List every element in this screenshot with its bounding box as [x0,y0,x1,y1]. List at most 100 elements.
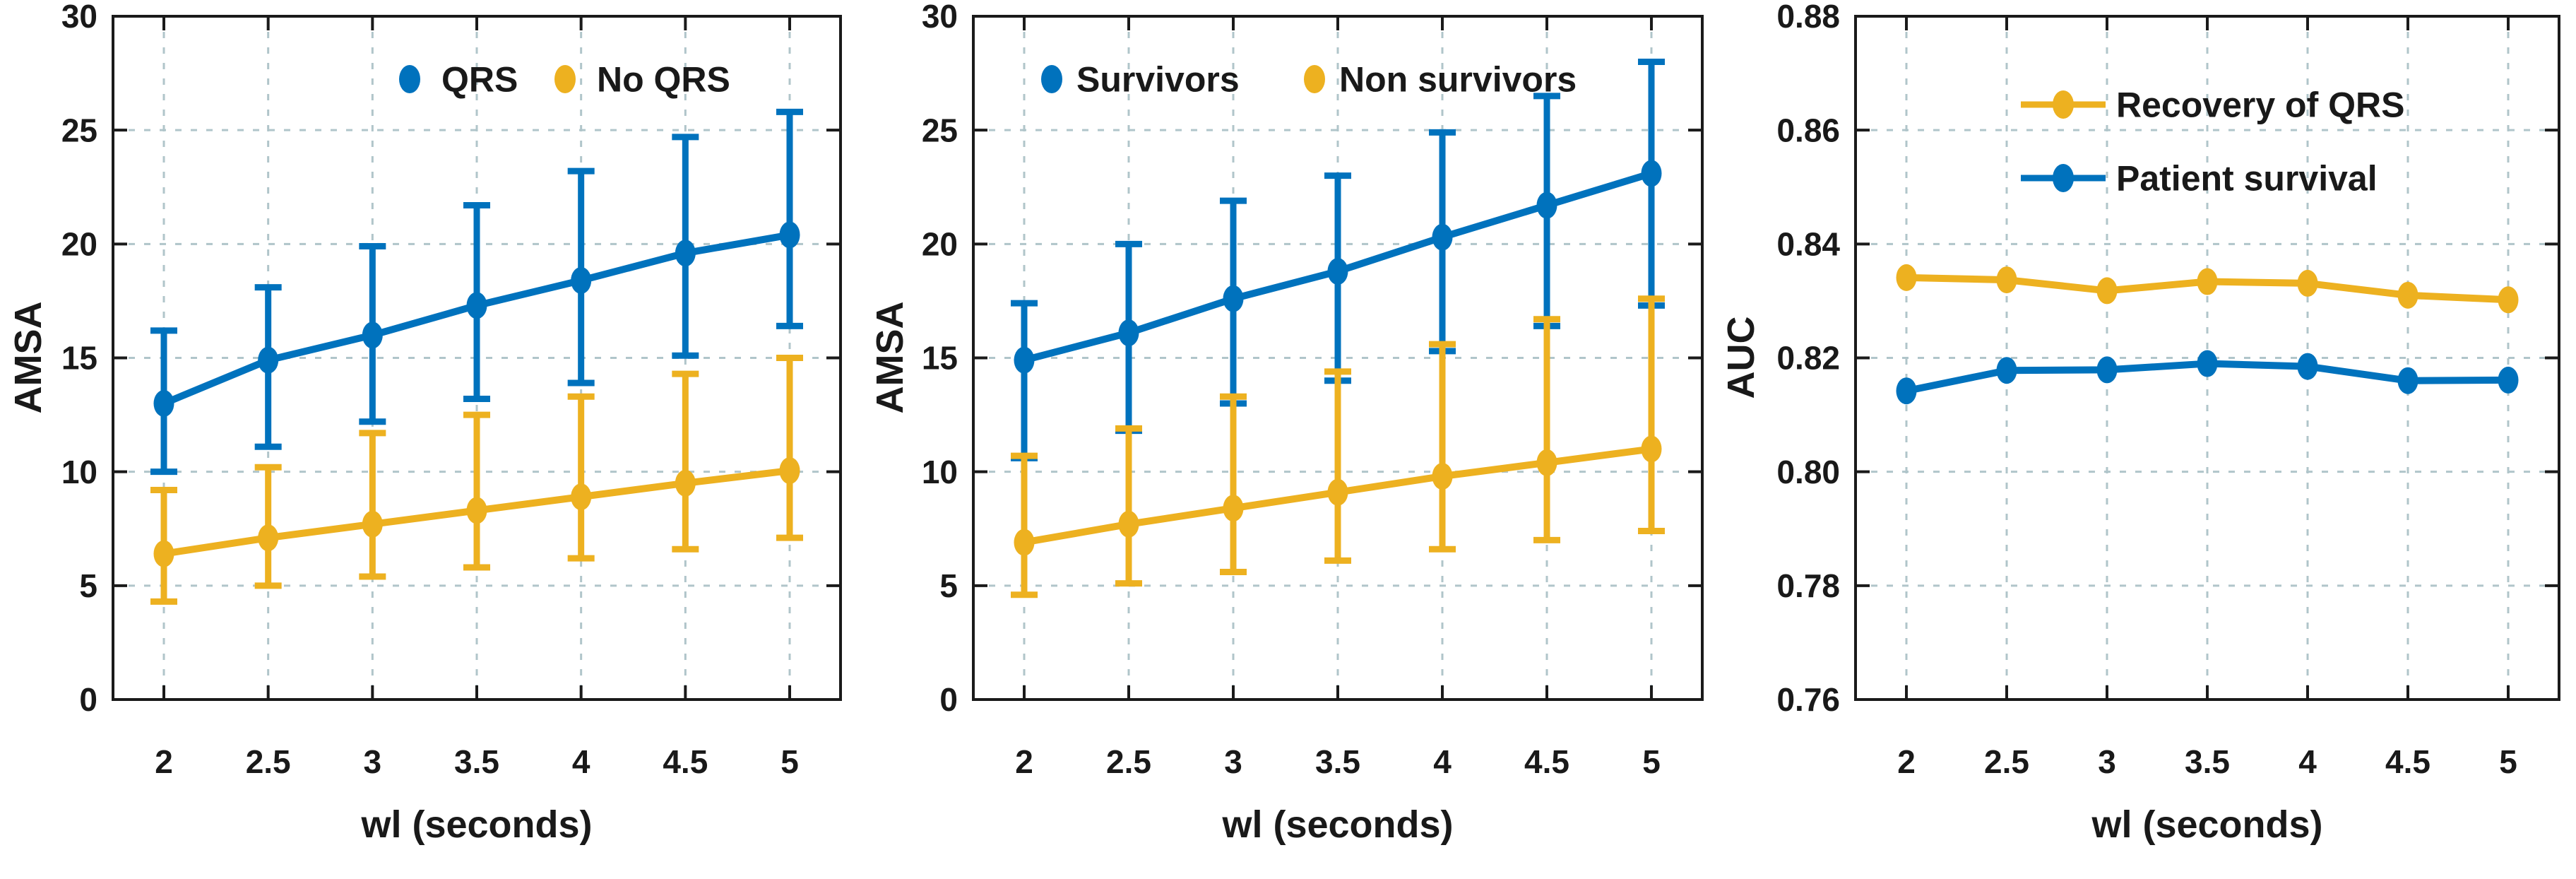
legend-marker-icon [2053,164,2074,192]
data-point-marker [1118,319,1139,347]
data-point-marker [571,266,592,294]
y-tick-label: 10 [922,454,958,490]
legend: Survivors Non survivors [1041,60,1577,100]
axis-labels: 2 2.5 3 3.5 4 4.5 5 0.76 0.78 0.80 0.82 0.84 0.86 0.8… [1721,0,2517,846]
y-tick-label: 0 [79,681,97,718]
y-axis-label: AMSA [7,302,49,414]
data-point-marker [1014,529,1035,556]
series-survivors [1011,58,1665,461]
x-tick-label: 3 [1224,743,1242,780]
data-point-marker [1327,258,1348,285]
legend-entry-label: Non survivors [1339,60,1577,100]
y-tick-label: 15 [922,340,958,377]
y-tick-label: 0 [939,681,958,718]
series-no-qrs [150,355,803,605]
data-point-marker [675,240,696,267]
y-axis-label: AUC [1721,317,1762,399]
data-point-marker [779,457,800,485]
data-point-marker [1641,435,1662,463]
x-tick-label: 4 [2298,743,2317,780]
data-point-marker [1896,377,1917,405]
x-tick-label: 2.5 [1106,743,1151,780]
axis-labels: 2 2.5 3 3.5 4 4.5 5 0 5 10 15 20 25 30 wl (seconds) AMS… [869,0,1661,846]
y-tick-label: 20 [922,225,958,262]
x-tick-label: 3.5 [454,743,499,780]
x-tick-label: 2 [1897,743,1916,780]
data-point-marker [153,389,174,417]
x-tick-label: 4.5 [663,743,708,780]
plot-box-and-ticks [1854,15,2560,701]
legend: QRS No QRS [399,60,730,100]
x-tick-label: 5 [1642,743,1661,780]
series-recovery-of-qrs [1896,264,2519,314]
error-bars [150,355,803,605]
data-point-marker [1896,264,1917,291]
data-point-marker [258,524,279,552]
x-tick-label: 4.5 [2385,743,2430,780]
data-point-marker [571,483,592,511]
data-point-marker [1996,357,2017,384]
amsa-survival-chart: 2 2.5 3 3.5 4 4.5 5 0 5 10 15 20 25 30 wl (seconds) AMS… [869,0,1704,846]
y-tick-label: 5 [79,567,97,604]
series-non-survivors [1011,295,1665,598]
x-tick-label: 5 [780,743,799,780]
data-point-marker [1327,478,1348,506]
x-axis-label: wl (seconds) [360,803,592,846]
x-tick-label: 3 [2098,743,2116,780]
legend: Recovery of QRS Patient survival [2021,85,2404,199]
legend-marker-icon [1304,65,1325,93]
gridlines [1856,16,2559,700]
data-point-marker [1223,495,1244,522]
data-point-marker [1641,160,1662,187]
plot-box-and-ticks [972,15,1704,701]
y-tick-label: 0.84 [1776,225,1840,262]
data-point-marker [362,510,383,538]
y-tick-label: 20 [61,225,97,262]
data-point-marker [2297,269,2318,297]
x-tick-label: 4 [572,743,590,780]
error-bars [1011,295,1665,598]
data-point-marker [2297,353,2318,380]
amsa-by-survival-panel: 2 2.5 3 3.5 4 4.5 5 0 5 10 15 20 25 30 wl (seconds) AMS… [859,0,1721,879]
data-point-marker [2197,268,2218,295]
data-point-marker [1118,510,1139,538]
legend-entry-label: Recovery of QRS [2116,85,2404,125]
x-tick-label: 5 [2499,743,2517,780]
y-tick-label: 0.76 [1776,681,1840,718]
data-point-marker [153,540,174,567]
x-tick-label: 3 [364,743,382,780]
series-qrs [150,108,803,476]
series-patient-survival [1896,350,2519,405]
legend-entry-label: Patient survival [2116,159,2378,199]
y-tick-label: 5 [939,567,958,604]
data-point-marker [2096,277,2118,305]
data-point-marker [258,346,279,374]
legend-marker-icon [554,65,576,93]
auc-chart: 2 2.5 3 3.5 4 4.5 5 0.76 0.78 0.80 0.82 0.84 0.86 0.8… [1721,0,2560,846]
data-point-marker [2096,356,2118,384]
x-tick-label: 3.5 [1315,743,1360,780]
y-tick-label: 15 [61,340,97,377]
legend-marker-icon [399,65,420,93]
x-axis-label: wl (seconds) [2091,803,2322,846]
y-tick-label: 0.82 [1776,340,1840,377]
plot-box-and-ticks [112,15,842,701]
y-tick-label: 30 [922,0,958,35]
x-axis-label: wl (seconds) [1221,803,1453,846]
data-point-marker [2498,366,2519,394]
data-point-marker [1432,463,1453,490]
data-point-marker [779,221,800,249]
x-tick-label: 3.5 [2185,743,2230,780]
legend-marker-icon [1041,65,1062,93]
y-axis-label: AMSA [869,302,911,414]
y-tick-label: 0.80 [1776,454,1840,490]
y-tick-label: 0.88 [1776,0,1840,35]
x-tick-label: 2 [1015,743,1033,780]
data-point-marker [675,469,696,497]
legend-marker-icon [2053,90,2074,119]
auc-vs-window-length-panel: 2 2.5 3 3.5 4 4.5 5 0.76 0.78 0.80 0.82 0.84 0.86 0.8… [1721,0,2576,879]
amsa-by-qrs-recovery-panel: 2 2.5 3 3.5 4 4.5 5 0 5 10 15 20 25 30 wl (seconds) AMS… [0,0,859,879]
x-tick-label: 2.5 [1984,743,2029,780]
x-tick-label: 4 [1433,743,1452,780]
data-point-marker [1996,266,2017,294]
